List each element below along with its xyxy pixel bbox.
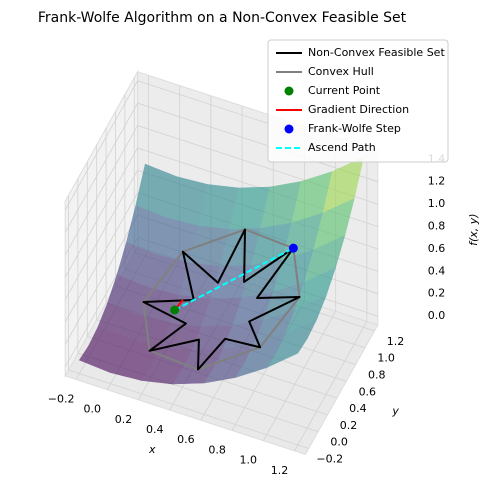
legend-label: Convex Hull: [308, 65, 374, 78]
legend-marker: [284, 86, 294, 96]
grid-line: [294, 321, 368, 452]
legend-label: Ascend Path: [308, 141, 376, 154]
z-tick-label: 0.8: [428, 219, 446, 232]
z-axis-label: f(x, y): [467, 213, 480, 245]
legend-label: Gradient Direction: [308, 103, 409, 116]
grid-line: [64, 102, 138, 233]
grid-line: [64, 147, 138, 278]
y-tick-label: 1.0: [377, 352, 395, 365]
y-tick-label: 0.2: [340, 419, 358, 432]
legend-label: Current Point: [308, 84, 381, 97]
series-line: [142, 228, 301, 371]
legend-marker: [284, 124, 294, 134]
grid-line: [64, 170, 138, 300]
x-tick-label: 1.2: [271, 464, 289, 477]
legend-label: Frank-Wolfe Step: [308, 122, 401, 135]
z-tick-label: 1.0: [428, 197, 446, 210]
grid-line: [64, 192, 138, 323]
y-tick-label: 1.2: [387, 335, 405, 348]
x-tick-label: 0.6: [177, 433, 195, 446]
z-tick-label: 1.2: [428, 175, 446, 188]
y-tick-label: −0.2: [316, 453, 343, 466]
x-tick-label: 0.2: [115, 413, 133, 426]
z-tick-label: 0.2: [428, 287, 446, 300]
legend-label: Non-Convex Feasible Set: [308, 46, 445, 59]
grid-line: [262, 311, 337, 441]
series-line: [174, 247, 294, 311]
x-tick-label: 1.0: [240, 454, 258, 467]
z-tick-label: 0.0: [428, 309, 446, 322]
chart-title: Frank-Wolfe Algorithm on a Non-Convex Fe…: [38, 10, 407, 26]
grid-line: [64, 80, 138, 211]
surface-patch: [265, 337, 309, 369]
x-tick-label: 0.4: [146, 423, 164, 436]
z-tick-label: 0.4: [428, 264, 446, 277]
y-tick-label: 0.4: [349, 402, 367, 415]
y-tick-label: 0.6: [359, 385, 377, 398]
point: [288, 243, 298, 253]
legend: Non-Convex Feasible Set Convex Hull Curren…: [267, 39, 449, 163]
x-axis-label: x: [148, 443, 156, 456]
x-tick-label: −0.2: [48, 392, 75, 405]
grid-line: [68, 369, 309, 449]
y-tick-label: 0.0: [330, 436, 348, 449]
z-tick-label: 0.6: [428, 242, 446, 255]
x-tick-label: 0.0: [84, 403, 102, 416]
legend-box: [267, 39, 449, 163]
y-tick-label: 0.8: [368, 369, 386, 382]
point: [170, 305, 180, 315]
grid-line: [64, 125, 138, 256]
grid-line: [64, 214, 138, 345]
x-tick-label: 0.8: [208, 443, 226, 456]
surface: [78, 156, 365, 385]
grid-line: [137, 102, 378, 183]
y-axis-label: y: [391, 405, 399, 418]
